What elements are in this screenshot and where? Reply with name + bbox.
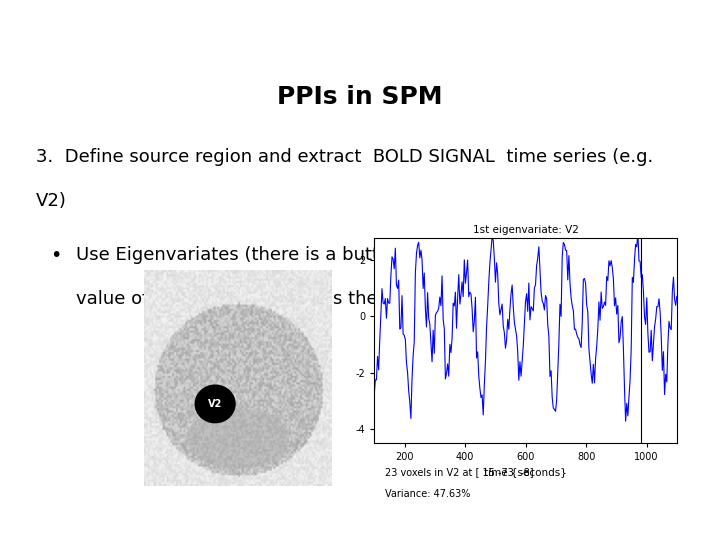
Ellipse shape: [186, 408, 289, 469]
Text: 3.  Define source region and extract  BOLD SIGNAL  time series (e.g.: 3. Define source region and extract BOLD…: [36, 148, 653, 166]
X-axis label: time {seconds}: time {seconds}: [484, 468, 567, 477]
Text: V2: V2: [208, 399, 222, 409]
Ellipse shape: [194, 384, 235, 423]
Text: †UCL: †UCL: [639, 15, 698, 35]
Text: 23 voxels in V2 at [ 15 -73  -8]: 23 voxels in V2 at [ 15 -73 -8]: [385, 467, 534, 477]
Text: value of the activation across the region over time.: value of the activation across the regio…: [76, 290, 539, 308]
Text: PPIs in SPM: PPIs in SPM: [277, 84, 443, 109]
Text: Use Eigenvariates (there is a button in SPM) to create a summary: Use Eigenvariates (there is a button in …: [76, 246, 668, 264]
Text: •: •: [50, 246, 62, 265]
Text: Variance: 47.63%: Variance: 47.63%: [385, 489, 471, 499]
Title: 1st eigenvariate: V2: 1st eigenvariate: V2: [472, 225, 579, 235]
Text: V2): V2): [36, 192, 67, 210]
